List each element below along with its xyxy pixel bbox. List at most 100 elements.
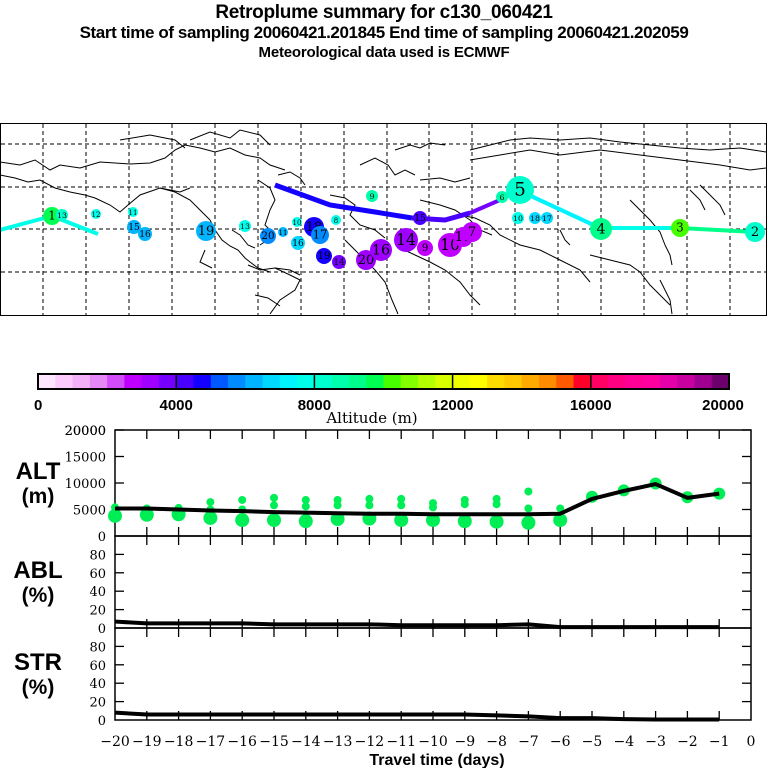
x-tick-label: −13 xyxy=(323,734,353,750)
cluster-label: 12 xyxy=(92,211,101,219)
panel-ylabel-main: ALT xyxy=(16,458,61,485)
scatter-point xyxy=(301,495,310,504)
colorbar-cell xyxy=(383,374,402,389)
y-tick-label: 20000 xyxy=(65,424,106,439)
coastline xyxy=(359,157,416,176)
cluster-marker: 9 xyxy=(417,240,433,256)
y-tick-label: 0 xyxy=(98,714,106,729)
trajectory-segment xyxy=(679,226,756,234)
x-tick-label: −9 xyxy=(454,734,475,750)
colorbar-tick-label: 20000 xyxy=(702,397,744,414)
panel-frame xyxy=(114,627,752,721)
cluster-label: 18 xyxy=(530,214,540,223)
cluster-circle xyxy=(127,220,141,234)
coastline xyxy=(159,187,191,193)
panel-frame xyxy=(114,535,752,629)
colorbar-cell xyxy=(193,374,212,389)
cluster-circle xyxy=(671,219,689,237)
scatter-point xyxy=(556,504,565,513)
x-tick-label: −3 xyxy=(645,734,666,750)
cluster-marker: 20 xyxy=(260,228,276,244)
cluster-circle xyxy=(462,222,482,242)
cluster-marker: 13 xyxy=(56,209,68,221)
cluster-circle xyxy=(512,212,524,224)
coastline xyxy=(629,199,666,246)
colorbar-cell xyxy=(625,374,644,389)
panel-ylabel-unit: (%) xyxy=(22,584,55,607)
cluster-circle xyxy=(332,255,346,269)
cluster-marker: 2 xyxy=(745,222,765,242)
colorbar-cell xyxy=(331,374,350,389)
colorbar-cell xyxy=(487,374,505,389)
cluster-marker: 13 xyxy=(239,220,251,232)
cluster-marker: 19 xyxy=(196,221,216,241)
cluster-label: 11 xyxy=(129,209,138,217)
cluster-circle xyxy=(138,227,152,241)
colorbar-cell xyxy=(504,374,523,389)
cluster-circle xyxy=(394,228,418,252)
cluster-circle xyxy=(43,207,61,225)
coastline xyxy=(459,214,541,251)
colorbar-cell xyxy=(573,374,592,389)
panel-str: STR(%) 0 20 40 60 80 xyxy=(14,627,752,729)
cluster-marker: 7 xyxy=(462,222,482,242)
scatter-point xyxy=(267,513,281,528)
cluster-circle xyxy=(311,226,329,244)
colorbar-cell xyxy=(348,374,367,389)
y-tick-label: 40 xyxy=(89,677,106,692)
colorbar-cell xyxy=(228,374,246,389)
cluster-marker: 10 xyxy=(512,212,524,224)
panel-ylabel-main: ABL xyxy=(13,557,62,584)
coastline xyxy=(189,129,271,146)
cluster-circle xyxy=(529,212,541,224)
colorbar-cell xyxy=(38,374,56,389)
cluster-marker: 20 xyxy=(356,250,376,270)
cluster-circle xyxy=(292,217,302,227)
colorbar-cell xyxy=(435,374,454,389)
scatter-point xyxy=(238,495,247,504)
scatter-point xyxy=(108,508,122,523)
y-tick-label: 15000 xyxy=(65,451,106,466)
cluster-label: 16 xyxy=(139,230,151,240)
scatter-point xyxy=(298,514,313,529)
x-tick-label: −15 xyxy=(259,734,289,750)
colorbar-cell xyxy=(55,374,74,389)
cluster-label: 20 xyxy=(358,253,375,268)
cluster-marker: 14 xyxy=(332,255,346,269)
colorbar-cell xyxy=(538,374,557,389)
scatter-point xyxy=(139,507,154,522)
cluster-marker: 14 xyxy=(394,228,418,252)
coastline xyxy=(209,219,271,273)
cluster-label: 20 xyxy=(261,230,274,242)
figure-title: Retroplume summary for c130_060421 xyxy=(215,2,553,23)
cluster-marker: 12 xyxy=(91,209,101,219)
cluster-label: 19 xyxy=(317,250,330,262)
cluster-marker: 11 xyxy=(278,227,288,237)
cluster-marker: 17 xyxy=(541,212,553,224)
x-tick-label: −16 xyxy=(227,734,257,750)
coastline xyxy=(199,249,213,269)
coastline xyxy=(659,279,673,315)
cluster-label: 10 xyxy=(293,219,302,227)
coastline xyxy=(119,134,186,149)
cluster-marker: 8 xyxy=(331,215,341,225)
y-tick-label: 0 xyxy=(98,530,106,545)
colorbar-cell xyxy=(694,374,713,389)
trajectory-segment xyxy=(274,182,413,221)
y-tick-label: 80 xyxy=(89,548,106,563)
cluster-marker: 16 xyxy=(291,236,305,250)
series-line xyxy=(115,482,720,517)
map-coastlines xyxy=(0,129,767,315)
colorbar-tick-label: 0 xyxy=(34,397,42,414)
y-tick-label: 0 xyxy=(98,622,106,637)
colorbar-cell xyxy=(89,374,108,389)
cluster-label: 2 xyxy=(751,225,759,240)
y-tick-label: 80 xyxy=(89,640,106,655)
colorbar-border xyxy=(37,373,730,390)
panel-ylabel-main: STR xyxy=(14,649,62,676)
colorbar-cell xyxy=(590,374,609,389)
x-tick-label: −18 xyxy=(164,734,194,750)
x-tick-label: −8 xyxy=(486,734,507,750)
coastline xyxy=(254,294,281,307)
